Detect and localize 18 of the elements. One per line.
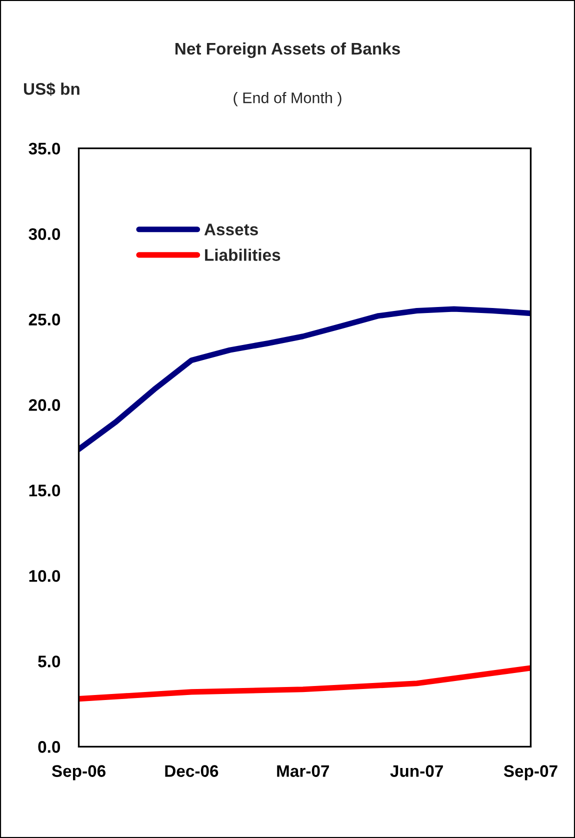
y-tick-label: 30.0 xyxy=(28,228,60,240)
y-tick-label: 5.0 xyxy=(38,656,60,668)
y-tick-label: 25.0 xyxy=(28,314,60,326)
x-tick-label: Sep-06 xyxy=(52,765,106,780)
y-tick-label: 10.0 xyxy=(29,570,60,582)
legend-label: Liabilities xyxy=(205,248,280,261)
y-axis-title: US$ bn xyxy=(24,82,80,96)
x-tick-label: Jun-07 xyxy=(390,765,443,777)
chart-title: Net Foreign Assets of Banks xyxy=(175,42,400,58)
y-tick-label: 20.0 xyxy=(28,399,60,411)
x-tick-label: Dec-06 xyxy=(165,765,218,777)
legend-label: Assets xyxy=(204,224,258,236)
x-tick-label: Mar-07 xyxy=(277,765,330,777)
y-tick-label: 15.0 xyxy=(29,484,60,496)
x-tick-label: Sep-07 xyxy=(504,765,558,780)
y-tick-label: 0.0 xyxy=(38,741,60,753)
chart-subtitle: ( End of Month ) xyxy=(234,92,342,106)
y-tick-label: 35.0 xyxy=(28,142,60,155)
